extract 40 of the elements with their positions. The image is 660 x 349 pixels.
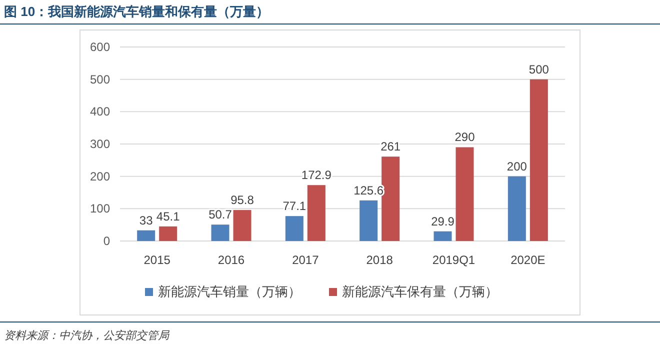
data-label: 77.1 (282, 199, 306, 214)
data-label: 290 (454, 130, 476, 144)
legend-label: 新能源汽车销量（万辆） (158, 284, 301, 299)
bar (360, 200, 378, 241)
y-tick-label: 300 (90, 137, 110, 151)
bar (530, 79, 548, 241)
x-tick-label: 2019Q1 (432, 253, 476, 267)
x-tick-label: 2017 (292, 253, 320, 267)
data-label: 261 (380, 140, 401, 154)
bar (508, 176, 526, 241)
y-tick-label: 600 (90, 40, 110, 54)
bar (137, 230, 156, 241)
data-label: 33 (139, 213, 154, 228)
y-tick-label: 0 (103, 234, 110, 248)
y-tick-label: 400 (90, 104, 110, 119)
bar (307, 185, 326, 241)
bar (434, 231, 452, 241)
x-tick-label: 2015 (144, 253, 171, 267)
y-tick-label: 200 (90, 169, 110, 184)
bar (211, 224, 230, 241)
bar (233, 210, 252, 241)
bar (285, 216, 304, 241)
y-tick-label: 500 (90, 72, 110, 86)
data-label: 50.7 (208, 208, 232, 222)
data-label: 172.9 (301, 168, 332, 182)
data-label: 200 (506, 159, 528, 174)
data-label: 500 (528, 62, 550, 76)
x-tick-label: 2018 (366, 253, 394, 267)
chart-title: 图 10：我国新能源汽车销量和保有量（万量） (4, 4, 270, 19)
bar (382, 156, 400, 241)
data-label: 95.8 (230, 193, 254, 208)
text: 资料来源：中汽协，公安部交管局 (4, 329, 170, 342)
x-tick-label: 2016 (218, 253, 245, 267)
bar (159, 226, 178, 241)
legend-label: 新能源汽车保有量（万辆） (342, 284, 498, 299)
x-tick-label: 2020E (510, 253, 546, 267)
data-label: 29.9 (431, 214, 455, 228)
bar (456, 147, 474, 241)
y-tick-label: 100 (90, 202, 110, 216)
data-label: 45.1 (156, 209, 180, 224)
